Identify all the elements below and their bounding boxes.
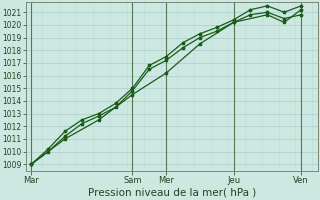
X-axis label: Pression niveau de la mer( hPa ): Pression niveau de la mer( hPa ) bbox=[88, 188, 256, 198]
